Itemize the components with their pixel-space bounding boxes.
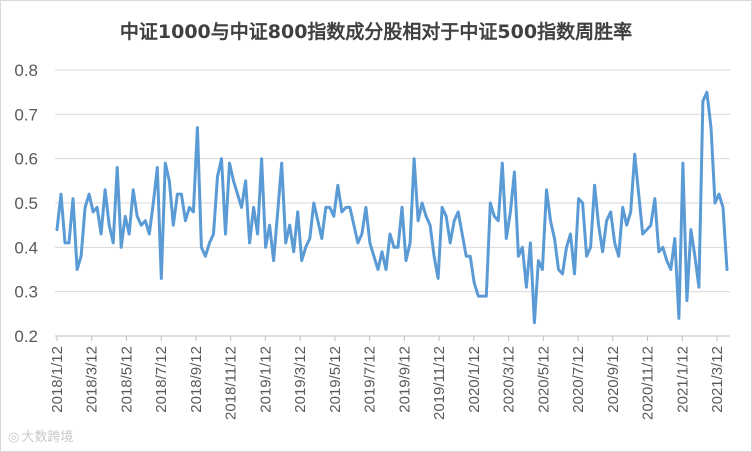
y-tick-label: 0.8 — [14, 61, 38, 80]
x-tick-label: 2020/1/12 — [466, 346, 483, 413]
x-tick-label: 2020/5/12 — [535, 346, 552, 413]
x-tick-label: 2021/3/12 — [709, 346, 726, 413]
x-tick-label: 2020/7/12 — [570, 346, 587, 413]
x-tick-label: 2019/1/12 — [257, 346, 274, 413]
x-tick-label: 2018/1/12 — [49, 346, 66, 413]
chart-title: 中证1000与中证800指数成分股相对于中证500指数周胜率 — [119, 21, 633, 43]
axes — [55, 335, 730, 341]
y-tick-label: 0.6 — [14, 150, 38, 169]
series — [55, 90, 729, 325]
y-tick-label: 0.2 — [14, 327, 38, 346]
x-tick-label: 2019/5/12 — [327, 346, 344, 413]
x-tick-label: 2019/7/12 — [362, 346, 379, 413]
x-tick-label: 2018/5/12 — [118, 346, 135, 413]
x-tick-label: 2018/7/12 — [153, 346, 170, 413]
series-line — [55, 90, 729, 325]
camera-icon: ◎ — [8, 430, 20, 445]
x-tick-label: 2019/3/12 — [292, 346, 309, 413]
x-tick-label: 2018/9/12 — [188, 346, 205, 413]
y-tick-label: 0.7 — [14, 105, 38, 124]
x-tick-label: 2020/11/12 — [640, 346, 657, 420]
y-tick-label: 0.4 — [14, 238, 38, 257]
x-tick-labels: 2018/1/12 2018/3/12 2018/5/12 2018/7/12 2018… — [49, 346, 726, 420]
watermark: ◎ 大数跨境 — [8, 426, 73, 445]
x-tick-label: 2018/3/12 — [84, 346, 101, 413]
x-tick-label: 2019/11/12 — [431, 346, 448, 420]
gridlines — [55, 69, 730, 293]
y-tick-label: 0.3 — [14, 283, 38, 302]
y-tick-label: 0.5 — [14, 194, 38, 213]
x-tick-label: 2020/9/12 — [605, 346, 622, 413]
x-tick-label: 2021/1/12 — [674, 346, 691, 413]
watermark-text: 大数跨境 — [21, 430, 74, 445]
y-tick-labels: 0.2 0.3 0.4 0.5 0.6 0.7 0.8 — [14, 61, 38, 346]
x-tick-label: 2020/3/12 — [501, 346, 518, 413]
x-tick-label: 2019/9/12 — [396, 346, 413, 413]
x-tick-label: 2018/11/12 — [223, 346, 240, 420]
